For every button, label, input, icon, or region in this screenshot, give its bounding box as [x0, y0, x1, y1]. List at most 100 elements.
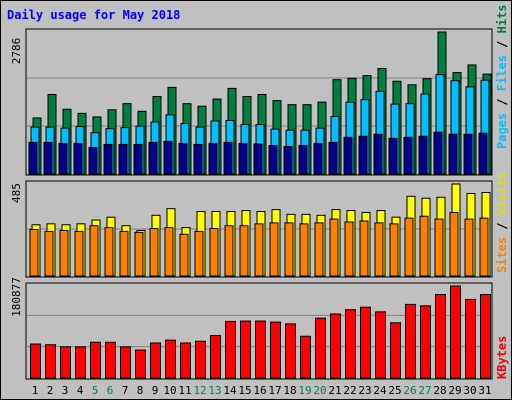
sites-bar: [374, 222, 384, 277]
kbytes-bar: [375, 311, 386, 379]
sites-bar: [224, 225, 234, 277]
sites-bar: [119, 230, 129, 277]
sites-bar: [59, 229, 69, 277]
day-label: 28: [433, 384, 446, 397]
sites-bar: [389, 223, 399, 277]
day-label: 14: [223, 384, 237, 397]
sites-bar: [479, 217, 489, 277]
svg-text:KBytes: KBytes: [495, 336, 509, 379]
kbytes-bar: [120, 346, 131, 379]
kbytes-bar: [135, 349, 146, 379]
pages-bar: [448, 133, 458, 175]
kbytes-bar: [75, 346, 86, 379]
pages-bar: [193, 143, 203, 175]
kbytes-bar: [270, 321, 281, 379]
pages-bar: [478, 132, 488, 175]
ylabel-files: Files: [495, 55, 509, 91]
day-label: 22: [343, 384, 356, 397]
pages-bar: [58, 142, 68, 175]
ylabel-sep-2: /: [495, 33, 509, 55]
sites-bar: [29, 229, 39, 277]
day-label: 10: [163, 384, 176, 397]
pages-bar: [388, 137, 398, 175]
pages-bar: [43, 141, 53, 175]
ylabel-sep-1: /: [495, 91, 509, 113]
sites-bar: [239, 225, 249, 277]
kbytes-bar: [45, 344, 56, 379]
kbytes-bar: [285, 323, 296, 379]
day-label: 8: [137, 384, 144, 397]
pages-bar: [373, 133, 383, 175]
hits-y-max-label: 2786: [10, 38, 23, 65]
kbytes-bar: [150, 342, 161, 379]
day-label: 23: [358, 384, 371, 397]
day-label: 30: [463, 384, 476, 397]
kbytes-panel-ylabel: KBytes: [495, 336, 509, 379]
kbytes-bar: [210, 335, 221, 379]
sites-bar: [74, 230, 84, 277]
kbytes-bar: [105, 341, 116, 379]
ylabel-pages: Pages: [495, 113, 509, 149]
svg-text:Sites / Visits: Sites / Visits: [495, 172, 509, 273]
visits-y-max-label: 485: [10, 183, 23, 203]
ylabel-sep-3: /: [495, 215, 509, 237]
pages-bar: [253, 143, 263, 175]
day-label: 25: [388, 384, 401, 397]
kbytes-bar: [300, 335, 311, 379]
day-label: 17: [268, 384, 281, 397]
pages-bar: [148, 141, 158, 175]
pages-bar: [298, 144, 308, 175]
sites-bar: [104, 227, 114, 277]
day-label: 16: [253, 384, 266, 397]
sites-bar: [44, 230, 54, 277]
day-label: 27: [418, 384, 431, 397]
day-label: 26: [403, 384, 416, 397]
pages-bar: [118, 143, 128, 175]
pages-bar: [418, 135, 428, 175]
pages-bar: [178, 142, 188, 175]
day-label: 18: [283, 384, 296, 397]
kbytes-bar: [405, 303, 416, 379]
kbytes-bar: [315, 317, 326, 379]
bars-layer: [27, 31, 492, 379]
day-label: 1: [32, 384, 39, 397]
kbytes-bar: [330, 313, 341, 379]
day-label: 29: [448, 384, 461, 397]
sites-bar: [344, 221, 354, 277]
ylabel-sites: Sites: [495, 237, 509, 273]
pages-bar: [463, 133, 473, 175]
pages-bar: [433, 131, 443, 175]
day-label: 4: [77, 384, 84, 397]
sites-bar: [164, 227, 174, 277]
kbytes-bar: [195, 340, 206, 379]
day-label: 2: [47, 384, 54, 397]
sites-bar: [149, 228, 159, 277]
pages-bar: [313, 142, 323, 175]
chart-title: Daily usage for May 2018: [7, 8, 180, 22]
day-label: 11: [178, 384, 191, 397]
pages-bar: [238, 142, 248, 175]
day-label: 13: [208, 384, 221, 397]
kbytes-bar: [30, 343, 41, 379]
kbytes-bar: [420, 305, 431, 379]
ylabel-hits: Hits: [495, 4, 509, 33]
pages-bar: [163, 140, 173, 175]
pages-bar: [73, 142, 83, 175]
sites-bar: [284, 222, 294, 277]
sites-bar: [434, 218, 444, 277]
day-label: 31: [478, 384, 491, 397]
day-label: 7: [122, 384, 129, 397]
pages-bar: [103, 143, 113, 175]
kbytes-bar: [480, 293, 491, 379]
svg-text:Pages / Files / Hits: Pages / Files / Hits: [495, 4, 509, 149]
pages-bar: [223, 141, 233, 175]
pages-bar: [28, 141, 38, 175]
kbytes-bar: [225, 320, 236, 379]
day-label: 24: [373, 384, 387, 397]
kbytes-bar: [90, 341, 101, 379]
pages-bar: [208, 142, 218, 175]
kbytes-bar: [60, 346, 71, 379]
day-label: 9: [152, 384, 159, 397]
